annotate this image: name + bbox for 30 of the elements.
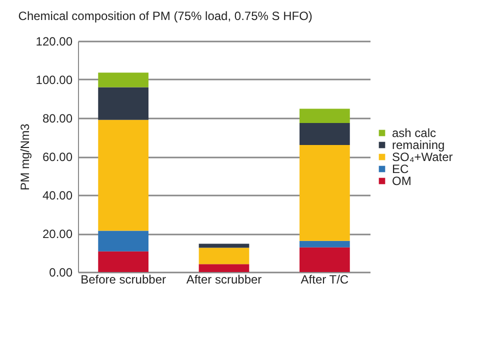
bar: [198, 248, 250, 264]
x-tick-label: After T/C: [300, 272, 349, 286]
bar: [300, 123, 350, 145]
bar: [98, 120, 148, 231]
bar: [98, 87, 148, 120]
y-tick-label: 0.00: [49, 266, 73, 280]
y-tick-label: 20.00: [42, 227, 73, 241]
y-tick-label: 40.00: [42, 188, 73, 202]
x-tick-label: Before scrubber: [80, 272, 166, 286]
chart-title: Chemical composition of PM (75% load, 0.75% S HFO): [18, 9, 312, 23]
y-axis-title: PM mg/Nm3: [18, 123, 32, 190]
bar: [98, 72, 148, 88]
y-tick-label: 60.00: [42, 150, 73, 164]
bar: [300, 240, 350, 248]
bar: [98, 251, 148, 272]
bar: [198, 264, 250, 272]
bar: [300, 144, 350, 241]
legend-label: EC: [392, 162, 410, 176]
x-tick-label: After scrubber: [186, 272, 262, 286]
legend-label: OM: [392, 174, 412, 188]
bar: [300, 108, 350, 124]
bar: [198, 244, 250, 248]
bar: [300, 247, 350, 272]
y-tick-label: 100.00: [36, 73, 73, 87]
y-tick-label: 80.00: [42, 112, 73, 126]
legend-label: remaining: [392, 138, 445, 152]
bar: [98, 230, 148, 252]
legend-label: SO₄+Water: [392, 150, 453, 164]
y-tick-label: 120.00: [36, 34, 73, 48]
legend-label: ash calc: [392, 126, 436, 140]
